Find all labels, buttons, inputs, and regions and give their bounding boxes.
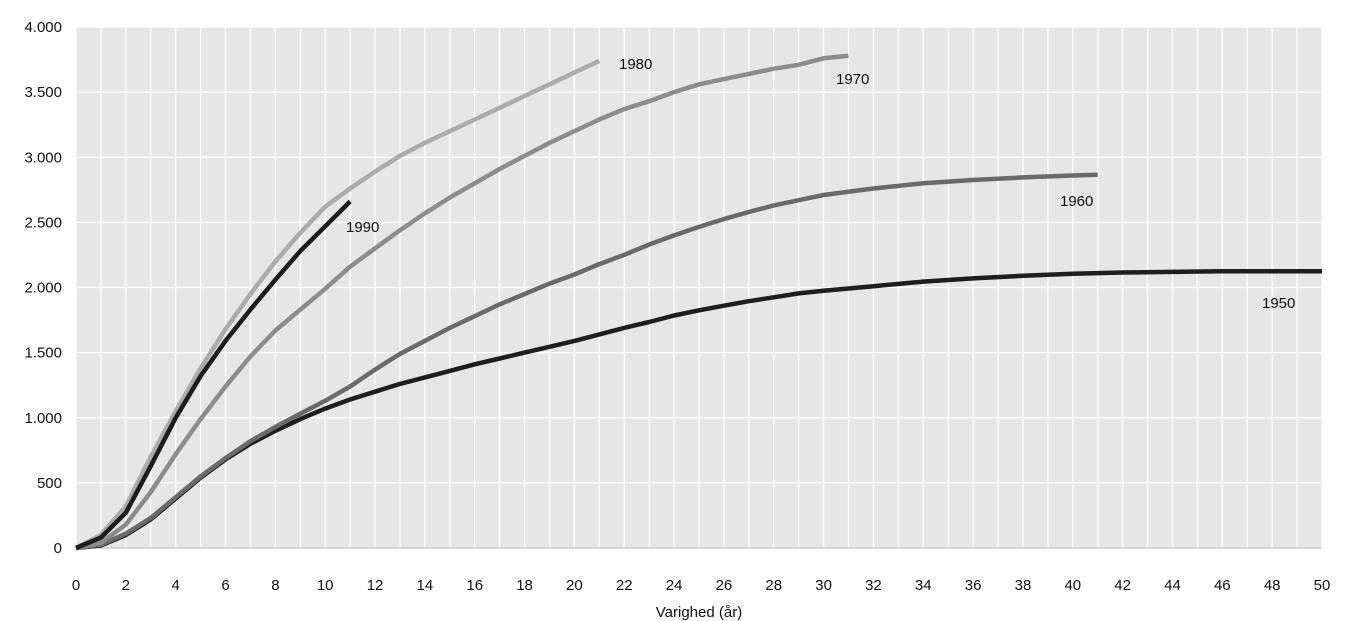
series-line-1990	[75, 199, 352, 551]
x-tick-label: 32	[865, 577, 882, 594]
x-tick-label: 34	[915, 577, 932, 594]
x-tick-label: 38	[1015, 577, 1032, 594]
y-tick-label: 2.000	[24, 280, 62, 297]
y-tick-label: 3.500	[24, 84, 62, 101]
series-line-1980	[74, 58, 601, 550]
x-tick-label: 42	[1114, 577, 1131, 594]
series-label-1950: 1950	[1262, 295, 1295, 312]
x-tick-label: 46	[1214, 577, 1231, 594]
series-line-1970	[75, 53, 849, 551]
series-label-1970: 1970	[836, 71, 869, 88]
grid	[75, 26, 1323, 549]
x-tick-label: 30	[815, 577, 832, 594]
series-lines	[74, 53, 1322, 551]
x-tick-label: 22	[616, 577, 633, 594]
x-tick-label: 8	[271, 577, 279, 594]
y-tick-label: 2.500	[24, 214, 62, 231]
x-tick-label: 44	[1164, 577, 1181, 594]
x-tick-label: 26	[716, 577, 733, 594]
y-axis-ticks: 0 500 1.000 1.500 2.000 2.500 3.000 3.500 4.000	[24, 19, 62, 557]
y-tick-label: 1.000	[24, 410, 62, 427]
y-tick-label: 1.500	[24, 345, 62, 362]
y-tick-label: 3.000	[24, 149, 62, 166]
x-tick-label: 40	[1064, 577, 1081, 594]
x-tick-label: 24	[666, 577, 683, 594]
y-tick-label: 500	[37, 475, 62, 492]
x-tick-label: 4	[172, 577, 180, 594]
x-tick-label: 36	[965, 577, 982, 594]
x-axis-ticks: 0 2 4 6 8 10 12 14 16 18 20 22 24 26 28 30 32 34 36 38 40 42 4…	[72, 577, 1331, 594]
x-tick-label: 16	[466, 577, 483, 594]
x-tick-label: 20	[566, 577, 583, 594]
y-tick-label: 0	[54, 540, 62, 557]
x-tick-label: 0	[72, 577, 80, 594]
x-tick-label: 12	[367, 577, 384, 594]
x-tick-label: 2	[122, 577, 130, 594]
x-tick-label: 14	[417, 577, 434, 594]
x-axis-title: Varighed (år)	[656, 604, 742, 621]
x-tick-label: 10	[317, 577, 334, 594]
series-label-1960: 1960	[1060, 193, 1093, 210]
x-tick-label: 48	[1264, 577, 1281, 594]
x-tick-label: 18	[516, 577, 533, 594]
series-labels: 1980 1970 1990 1960 1950	[346, 56, 1295, 312]
x-tick-label: 6	[221, 577, 229, 594]
series-line-1960	[75, 172, 1098, 551]
x-tick-label: 50	[1314, 577, 1331, 594]
x-tick-label: 28	[765, 577, 782, 594]
series-label-1990: 1990	[346, 219, 379, 236]
y-tick-label: 4.000	[24, 19, 62, 36]
series-label-1980: 1980	[619, 56, 652, 73]
